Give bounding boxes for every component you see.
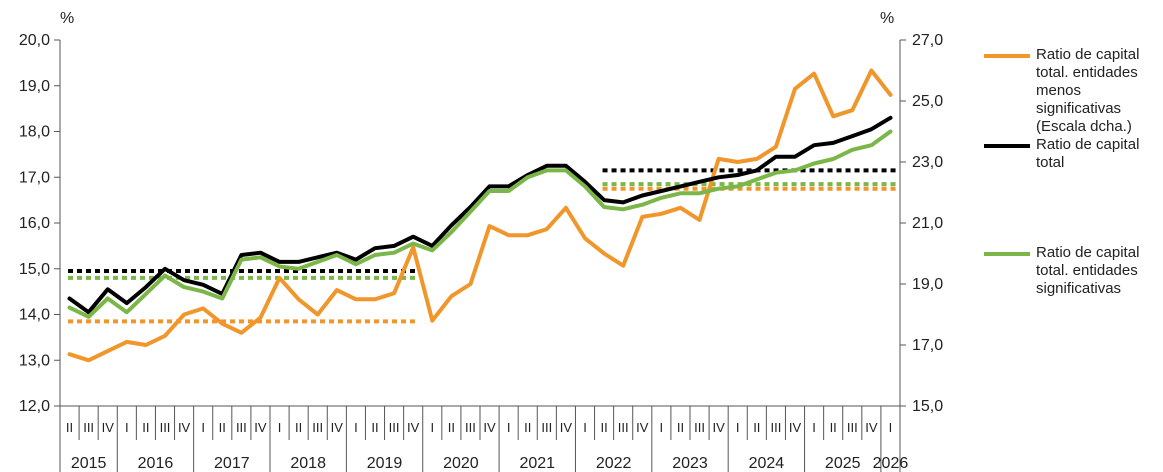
year-label: 2023 xyxy=(672,455,708,472)
quarter-label: IV xyxy=(865,420,878,435)
quarter-label: I xyxy=(278,420,282,435)
quarter-label: III xyxy=(847,420,858,435)
legend-swatch-black xyxy=(984,144,1030,148)
series-lines xyxy=(67,68,893,363)
quarter-label: I xyxy=(660,420,664,435)
right-tick-label: 23,0 xyxy=(912,154,943,171)
right-tick-label: 19,0 xyxy=(912,276,943,293)
left-tick-label: 15,0 xyxy=(19,261,50,278)
left-tick-label: 19,0 xyxy=(19,78,50,95)
legend-item-total: Ratio de capital total xyxy=(984,136,1159,172)
quarter-label: IV xyxy=(407,420,420,435)
year-label: 2021 xyxy=(519,455,555,472)
year-label: 2024 xyxy=(749,455,785,472)
quarter-label: III xyxy=(770,420,781,435)
quarter-label: II xyxy=(295,420,302,435)
right-tick-label: 17,0 xyxy=(912,337,943,354)
right-tick-label: 27,0 xyxy=(912,32,943,49)
quarter-label: III xyxy=(694,420,705,435)
quarter-label: III xyxy=(465,420,476,435)
year-label: 2022 xyxy=(596,455,632,472)
quarter-label: I xyxy=(583,420,587,435)
quarter-label: II xyxy=(219,420,226,435)
series-line xyxy=(67,129,893,319)
quarter-label: II xyxy=(66,420,73,435)
legend-label-significativas: Ratio de capital total. entidades signif… xyxy=(1036,244,1140,297)
year-label: 2025 xyxy=(825,455,861,472)
quarter-label: I xyxy=(889,420,893,435)
axes-layer: 20,0 19,0 18,0 17,0 16,0 15,0 14,0 13,0 12,0 27,0… xyxy=(19,32,943,472)
year-label: 2015 xyxy=(71,455,107,472)
right-tick-label: 15,0 xyxy=(912,398,943,415)
right-tick-label: 21,0 xyxy=(912,215,943,232)
quarter-label: IV xyxy=(331,420,344,435)
quarter-label: III xyxy=(83,420,94,435)
quarter-label: II xyxy=(448,420,455,435)
series-line xyxy=(67,115,893,315)
left-tick-label: 20,0 xyxy=(19,32,50,49)
quarter-label: II xyxy=(524,420,531,435)
left-tick-label: 12,0 xyxy=(19,398,50,415)
quarter-label: IV xyxy=(789,420,802,435)
quarter-label: IV xyxy=(712,420,725,435)
year-label: 2026 xyxy=(873,455,909,472)
legend-item-menos-significativas: Ratio de capital total. entidades menos … xyxy=(984,46,1159,136)
quarter-label: IV xyxy=(254,420,267,435)
series-line xyxy=(67,68,893,363)
quarter-label: III xyxy=(389,420,400,435)
quarter-label: I xyxy=(201,420,205,435)
legend-swatch-green xyxy=(984,252,1030,256)
legend-label-total: Ratio de capital total xyxy=(1036,136,1140,171)
quarter-label: III xyxy=(236,420,247,435)
left-tick-label: 17,0 xyxy=(19,169,50,186)
quarter-label: III xyxy=(160,420,171,435)
quarter-label: I xyxy=(812,420,816,435)
year-label: 2017 xyxy=(214,455,250,472)
quarter-label: I xyxy=(736,420,740,435)
legend-item-significativas: Ratio de capital total. entidades signif… xyxy=(984,244,1159,298)
year-label: 2016 xyxy=(138,455,174,472)
quarter-label: II xyxy=(830,420,837,435)
quarter-label: I xyxy=(430,420,434,435)
quarter-label: IV xyxy=(483,420,496,435)
quarter-label: II xyxy=(600,420,607,435)
left-tick-label: 13,0 xyxy=(19,352,50,369)
left-tick-label: 18,0 xyxy=(19,124,50,141)
left-axis-unit: % xyxy=(60,10,74,27)
quarter-label: IV xyxy=(178,420,191,435)
quarter-label: I xyxy=(354,420,358,435)
quarter-label: II xyxy=(142,420,149,435)
quarter-label: I xyxy=(125,420,129,435)
quarter-label: IV xyxy=(636,420,649,435)
left-tick-label: 16,0 xyxy=(19,215,50,232)
quarter-label: I xyxy=(507,420,511,435)
legend: Ratio de capital total. entidades menos … xyxy=(984,46,1159,298)
year-label: 2020 xyxy=(443,455,479,472)
left-tick-label: 14,0 xyxy=(19,307,50,324)
quarter-label: III xyxy=(618,420,629,435)
right-axis-unit: % xyxy=(880,10,894,27)
quarter-label: IV xyxy=(560,420,573,435)
quarter-label: II xyxy=(677,420,684,435)
right-tick-label: 25,0 xyxy=(912,93,943,110)
legend-label-menos-significativas: Ratio de capital total. entidades menos … xyxy=(1036,46,1140,135)
quarter-label: IV xyxy=(102,420,115,435)
quarter-label: III xyxy=(312,420,323,435)
year-label: 2018 xyxy=(290,455,326,472)
quarter-label: II xyxy=(753,420,760,435)
legend-swatch-orange xyxy=(984,54,1030,58)
quarter-label: III xyxy=(541,420,552,435)
quarter-label: II xyxy=(371,420,378,435)
year-label: 2019 xyxy=(367,455,403,472)
